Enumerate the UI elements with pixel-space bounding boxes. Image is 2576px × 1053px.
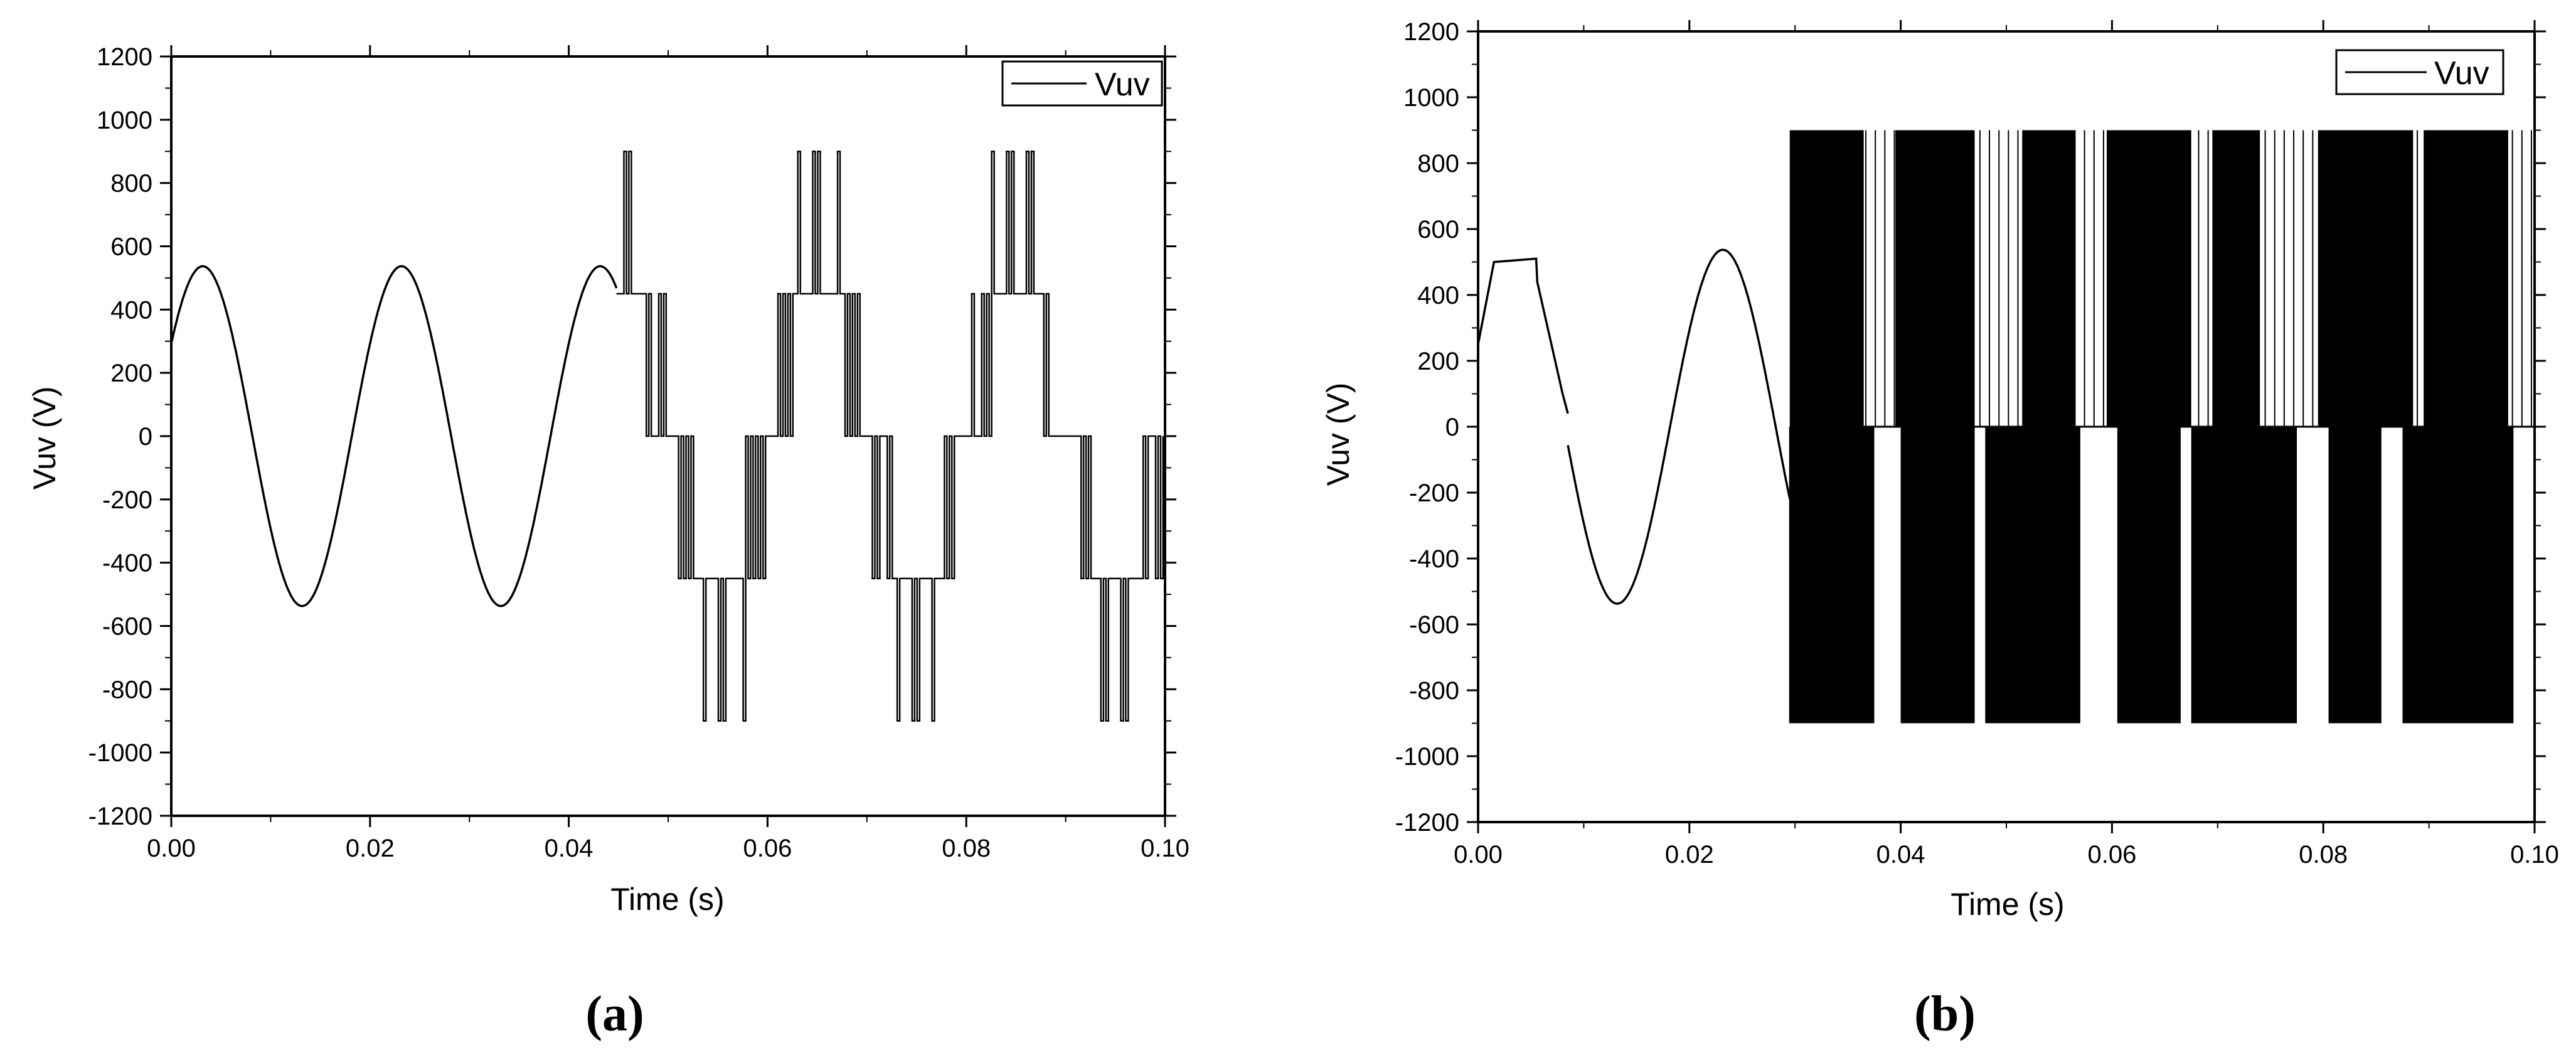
series-line-vuv-b	[1567, 249, 1791, 605]
y-tick-label-a: 200	[110, 360, 152, 387]
legend-entry-b: Vuv	[2434, 55, 2489, 92]
series-pwm-band-pos-b	[1895, 130, 1975, 427]
y-tick-label-b: 800	[1417, 150, 1459, 178]
series-pwm-vuv-a	[616, 151, 1164, 722]
panel-label-a: (a)	[585, 986, 644, 1042]
panel-label-b: (b)	[1914, 986, 1976, 1042]
y-tick-label-a: -600	[102, 613, 152, 641]
y-tick-label-b: 0	[1445, 414, 1459, 441]
y-tick-label-a: -1200	[88, 803, 152, 830]
series-pwm-band-neg-b	[2328, 427, 2382, 724]
chart-panel-a: Vuv (V) Time (s) Vuv (a) -1200 -1000 -800 -…	[27, 43, 1190, 1042]
y-tick-label-a: 0	[139, 423, 152, 451]
series-pwm-band-neg-b	[2402, 427, 2514, 724]
series-line-vuv-b	[1477, 257, 1569, 414]
y-tick-label-b: -1000	[1395, 743, 1459, 771]
y-tick-label-b: -200	[1409, 479, 1459, 507]
series-pwm-band-pos-b	[2106, 130, 2191, 427]
y-tick-label-a: 400	[110, 296, 152, 324]
series-pwm-band-pos-b	[2022, 130, 2075, 427]
y-tick-label-b: 600	[1417, 216, 1459, 243]
y-tick-label-b: 1200	[1403, 18, 1459, 46]
series-pwm-band-neg-b	[2191, 427, 2297, 724]
y-tick-label-b: -400	[1409, 545, 1459, 573]
series-pwm-band-neg-b	[2117, 427, 2181, 724]
y-tick-label-b: -600	[1409, 611, 1459, 639]
legend-box-a	[1001, 60, 1163, 107]
legend-b: Vuv	[2335, 49, 2504, 95]
series-pwm-band-neg-b	[1985, 427, 2080, 724]
y-tick-label-b: 400	[1417, 282, 1459, 309]
series-pwm-band-pos-b	[1789, 130, 1864, 427]
y-tick-label-a: 1000	[97, 107, 152, 134]
x-tick-label-b: 0.00	[1454, 841, 1503, 869]
x-tick-label-a: 0.06	[743, 835, 792, 862]
y-tick-label-a: 800	[110, 170, 152, 198]
x-tick-label-a: 0.00	[147, 835, 196, 862]
x-tick-label-b: 0.04	[1876, 841, 1925, 869]
y-tick-label-b: -1200	[1395, 809, 1459, 837]
y-tick-label-a: -800	[102, 676, 152, 703]
y-tick-label-b: -800	[1409, 677, 1459, 705]
y-tick-label-a: 600	[110, 233, 152, 261]
chart-panel-b: Vuv (V) Time (s) Vuv (b) -1200 -1000 -800 -…	[1321, 18, 2559, 1042]
y-tick-label-a: -1000	[88, 739, 152, 767]
x-tick-label-b: 0.08	[2299, 841, 2348, 869]
y-tick-label-b: 1000	[1403, 84, 1459, 112]
y-tick-label-a: -200	[102, 486, 152, 514]
y-tick-label-b: 200	[1417, 348, 1459, 375]
y-axis-title-b: Vuv (V)	[1321, 383, 1356, 486]
series-pwm-band-neg-b	[1900, 427, 1975, 724]
legend-entry-a: Vuv	[1095, 67, 1150, 103]
series-pwm-band-neg-b	[1789, 427, 1875, 724]
x-tick-label-a: 0.10	[1141, 835, 1190, 862]
x-tick-label-b: 0.06	[2087, 841, 2136, 869]
legend-a: Vuv	[1001, 60, 1163, 107]
y-axis-title-a: Vuv (V)	[27, 387, 62, 490]
x-tick-label-a: 0.04	[545, 835, 593, 862]
y-tick-label-a: -400	[102, 550, 152, 577]
x-tick-label-b: 0.02	[1665, 841, 1714, 869]
x-tick-label-a: 0.02	[346, 835, 395, 862]
x-tick-label-b: 0.10	[2510, 841, 2559, 869]
series-line-vuv-a	[170, 265, 618, 607]
series-pwm-band-pos-b	[2424, 130, 2508, 427]
x-axis-title-b: Time (s)	[1951, 887, 2064, 922]
x-axis-title-a: Time (s)	[610, 882, 724, 917]
y-tick-label-a: 1200	[97, 43, 152, 71]
x-tick-label-a: 0.08	[942, 835, 991, 862]
series-pwm-band-pos-b	[2318, 130, 2414, 427]
